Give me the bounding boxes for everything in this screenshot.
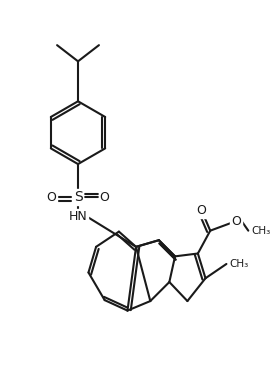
Text: O: O (46, 191, 56, 204)
Text: CH₃: CH₃ (251, 226, 270, 236)
Text: O: O (100, 191, 109, 204)
Text: CH₃: CH₃ (229, 259, 249, 269)
Text: O: O (231, 215, 241, 228)
Text: HN: HN (69, 210, 87, 223)
Text: O: O (197, 204, 207, 217)
Text: S: S (74, 191, 82, 204)
